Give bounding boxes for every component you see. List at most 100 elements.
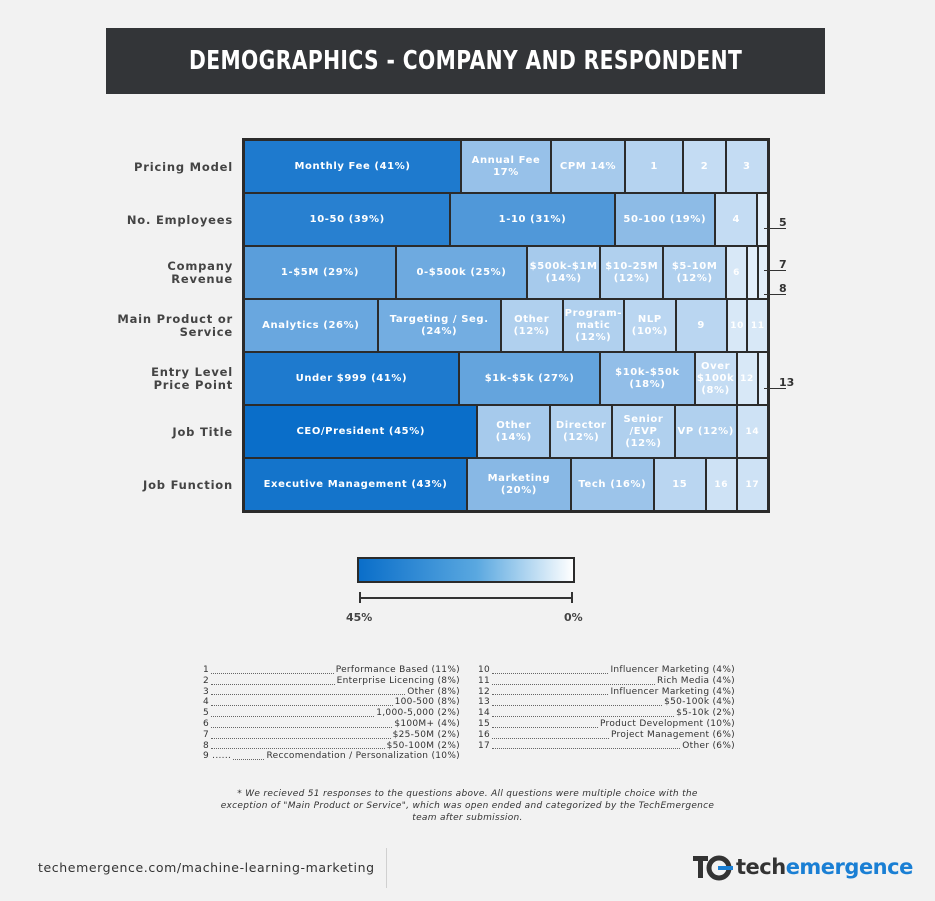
logo-text-tech: tech xyxy=(736,855,786,879)
chart-cell: 15 xyxy=(653,458,706,511)
legend-leader-dots xyxy=(211,726,393,728)
chart-cell: 1 xyxy=(625,140,684,193)
legend-item: 1 Performance Based (11%) xyxy=(203,665,460,676)
legend-number: 16 xyxy=(478,729,491,740)
legend-text: Other (6%) xyxy=(682,740,735,751)
chart-cell: 10-50 (39%) xyxy=(244,193,451,246)
legend-leader-dots xyxy=(211,683,335,685)
legend-item: 16 Project Management (6%) xyxy=(478,730,735,741)
logo-text-emergence: emergence xyxy=(785,855,914,879)
chart-cell: 9 xyxy=(675,299,727,352)
chart-cell: 3 xyxy=(725,140,768,193)
legend-text: $25-50M (2%) xyxy=(392,729,460,740)
chart-cell xyxy=(747,246,758,299)
legend-text: 1,000-5,000 (2%) xyxy=(376,708,460,719)
chart-cell: 12 xyxy=(736,352,758,405)
row-label: No. Employees xyxy=(126,212,233,227)
legend-item: 3 Other (8%) xyxy=(203,687,460,698)
legend-number: 3 xyxy=(203,686,210,697)
legend-number: 17 xyxy=(478,740,491,751)
chart-cell: 50-100 (19%) xyxy=(614,193,716,246)
legend-leader-dots xyxy=(492,737,609,739)
chart-cell: 17 xyxy=(736,458,768,511)
legend-leader-dots xyxy=(211,705,393,707)
logo-wordmark: techemergence xyxy=(736,855,913,879)
legend-number: 12 xyxy=(478,686,491,697)
chart-cell: Annual Fee 17% xyxy=(461,140,551,193)
legend-number: 5 xyxy=(203,708,210,719)
legend-text: 100-500 (8%) xyxy=(394,697,460,708)
chart-cell: Marketing (20%) xyxy=(467,458,571,511)
row-label: Entry Level Price Point xyxy=(151,364,233,392)
legend-item: 5 1,000-5,000 (2%) xyxy=(203,708,460,719)
title-banner: DEMOGRAPHICS - COMPANY AND RESPONDENT xyxy=(106,28,825,94)
chart-cell: $5-10M (12%) xyxy=(663,246,727,299)
scale-min-label: 0% xyxy=(564,611,583,624)
legend-number: 13 xyxy=(478,697,491,708)
chart-cell xyxy=(757,246,768,299)
legend-text: Performance Based (11%) xyxy=(335,665,460,675)
legend-leader-dots xyxy=(211,672,334,674)
callout-label: 7 xyxy=(779,258,787,271)
legend-left-column: 1 Performance Based (11%) 2 Enterprise Lice… xyxy=(203,665,460,762)
chart-cell xyxy=(757,193,768,246)
chart-cell: Other (12%) xyxy=(500,299,563,352)
legend-leader-dots xyxy=(492,694,609,696)
footer-url[interactable]: techemergence.com/machine-learning-marke… xyxy=(38,860,375,875)
mosaic-chart: Monthly Fee (41%) Annual Fee 17% CPM 14% 1 2… xyxy=(242,138,770,513)
chart-cell: 2 xyxy=(683,140,726,193)
legend-item: 2 Enterprise Licencing (8%) xyxy=(203,676,460,687)
legend-number: 9 ...... xyxy=(203,751,232,762)
chart-cell: $10k-$50k (18%) xyxy=(600,352,695,405)
legend-number: 2 xyxy=(203,675,210,686)
chart-cell: Other (14%) xyxy=(477,405,551,458)
legend-leader-dots xyxy=(492,683,656,685)
callout-leader-line xyxy=(764,270,786,271)
chart-cell xyxy=(757,352,768,405)
legend-item: 8 $50-100M (2%) xyxy=(203,741,460,752)
techemergence-logo[interactable]: techemergence xyxy=(690,852,913,882)
legend-text: Rich Media (4%) xyxy=(657,675,735,686)
chart-cell: NLP (10%) xyxy=(624,299,676,352)
legend-item: 9 ...... Reccomendation / Personalization… xyxy=(203,751,460,762)
legend-leader-dots xyxy=(492,715,675,717)
legend-item: 15 Product Development (10%) xyxy=(478,719,735,730)
legend-leader-dots xyxy=(233,759,265,761)
legend-leader-dots xyxy=(211,715,375,717)
chart-cell: Targeting / Seg. (24%) xyxy=(377,299,501,352)
legend-number: 14 xyxy=(478,708,491,719)
legend-leader-dots xyxy=(211,694,406,696)
legend-text: Influencer Marketing (4%) xyxy=(610,665,735,675)
axis-tick-max xyxy=(359,592,361,603)
chart-cell: 6 xyxy=(726,246,748,299)
chart-cell: Director (12%) xyxy=(550,405,613,458)
legend-item: 7 $25-50M (2%) xyxy=(203,730,460,741)
legend-number: 8 xyxy=(203,740,210,751)
scale-max-label: 45% xyxy=(346,611,373,624)
legend-number: 7 xyxy=(203,729,210,740)
legend-item: 6 $100M+ (4%) xyxy=(203,719,460,730)
chart-cell: 1-10 (31%) xyxy=(450,193,615,246)
chart-cell: 1-$5M (29%) xyxy=(244,246,396,299)
legend-leader-dots xyxy=(211,737,391,739)
legend-text: Reccomendation / Personalization (10%) xyxy=(266,751,460,762)
legend-item: 14 $5-10k (2%) xyxy=(478,708,735,719)
callout-leader-line xyxy=(764,228,786,229)
callout-leader-line xyxy=(764,388,786,389)
legend-number: 10 xyxy=(478,665,491,675)
legend-text: Product Development (10%) xyxy=(599,718,735,729)
chart-cell: Analytics (26%) xyxy=(244,299,378,352)
legend-right-column: 10 Influencer Marketing (4%) 11 Rich Media … xyxy=(478,665,735,751)
legend-leader-dots xyxy=(211,748,385,750)
chart-cell: Monthly Fee (41%) xyxy=(244,140,461,193)
axis-tick-min xyxy=(571,592,573,603)
callout-leader-line xyxy=(764,294,786,295)
legend-leader-dots xyxy=(492,748,681,750)
footnote: * We recieved 51 responses to the questi… xyxy=(220,789,715,823)
legend-number: 6 xyxy=(203,718,210,729)
callout-label: 13 xyxy=(779,376,795,389)
row-label: Job Title xyxy=(172,424,233,439)
chart-cell: 0-$500k (25%) xyxy=(395,246,527,299)
row-label: Main Product or Service xyxy=(117,311,233,339)
legend-text: $50-100k (4%) xyxy=(664,697,735,708)
